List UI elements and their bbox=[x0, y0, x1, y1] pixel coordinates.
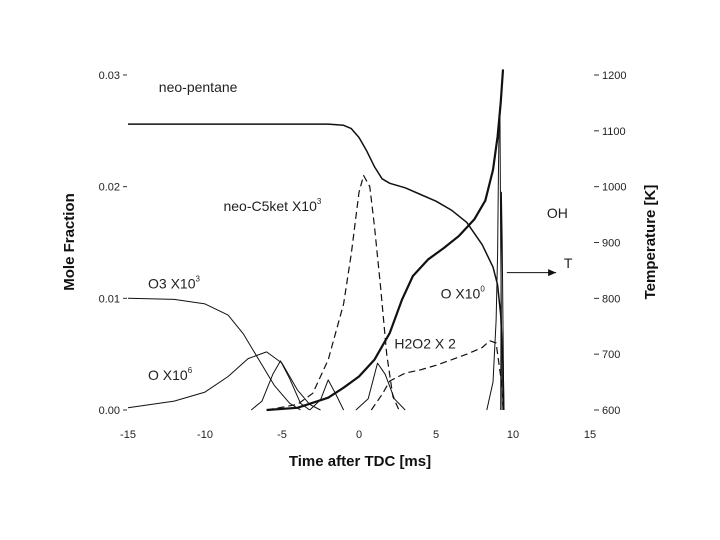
axes-group: -15 -10 -5 0 5 10 15 0.00 0.01 0.02 0.03 600 700 800 9… bbox=[99, 70, 627, 441]
y-tick-label-right: 1200 bbox=[602, 70, 626, 82]
y-tick-label-right: 1100 bbox=[602, 126, 626, 138]
x-tick-label: 0 bbox=[356, 429, 362, 441]
series-line-o-x10-late bbox=[486, 105, 503, 411]
x-tick-label: -10 bbox=[197, 429, 213, 441]
y-tick-label-right: 900 bbox=[602, 238, 620, 250]
y-tick-label-left: 0.01 bbox=[99, 293, 120, 305]
series-line-neo-c5ket-x10 bbox=[266, 174, 400, 411]
series-line-early-peak-2 bbox=[309, 379, 345, 411]
series-line-o-x10-early bbox=[127, 351, 321, 411]
x-tick-label: 15 bbox=[584, 429, 596, 441]
series-line-oh bbox=[500, 191, 505, 411]
arrow-head bbox=[548, 269, 557, 277]
y-tick-label-left: 0.02 bbox=[99, 182, 120, 194]
y-axis-title-right: Temperature [K] bbox=[642, 185, 659, 300]
y-tick-label-right: 1000 bbox=[602, 182, 626, 194]
y-axis-title-left: Mole Fraction bbox=[61, 193, 78, 291]
series-line-t bbox=[266, 69, 505, 412]
annotation-label: OH bbox=[547, 205, 568, 221]
series-line-o3-x10 bbox=[127, 297, 301, 411]
annotation-label: O X106 bbox=[148, 366, 193, 383]
annotation-label: neo-pentane bbox=[159, 79, 238, 95]
series-line-h2o2-x-2 bbox=[370, 340, 505, 411]
y-tick-label-right: 800 bbox=[602, 293, 620, 305]
annotation-label: neo-C5ket X103 bbox=[223, 197, 321, 214]
x-axis-title: Time after TDC [ms] bbox=[289, 453, 431, 470]
y-tick-label-right: 700 bbox=[602, 349, 620, 361]
x-tick-label: -15 bbox=[120, 429, 136, 441]
y-tick-label-right: 600 bbox=[602, 405, 620, 417]
series-line-mid-peak bbox=[355, 362, 406, 411]
annotation-label: H2O2 X 2 bbox=[394, 336, 456, 352]
x-tick-label: 10 bbox=[507, 429, 519, 441]
y-tick-label-left: 0.03 bbox=[99, 70, 120, 82]
annotation-label: T bbox=[564, 255, 573, 271]
annotation-label: O X100 bbox=[441, 284, 486, 301]
annotation-label: O3 X103 bbox=[148, 274, 200, 291]
series-group bbox=[127, 69, 505, 412]
x-tick-label: 5 bbox=[433, 429, 439, 441]
annotations-group: neo-pentane neo-C5ket X103 O3 X103 O X106 H2… bbox=[148, 79, 573, 383]
x-tick-label: -5 bbox=[277, 429, 287, 441]
y-tick-label-left: 0.00 bbox=[99, 405, 120, 417]
series-line-early-peak-1 bbox=[250, 360, 310, 411]
